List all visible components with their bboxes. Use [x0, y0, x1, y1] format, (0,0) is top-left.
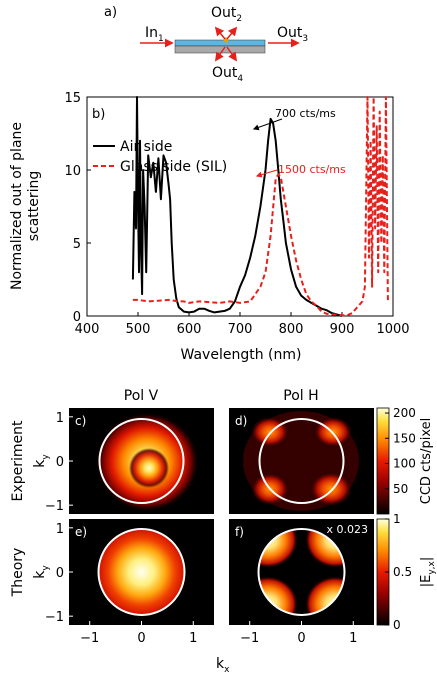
row-title-theory: Theory [10, 548, 26, 598]
heatmap-y-tick-label: −1 [45, 499, 64, 514]
na-circle-e [97, 528, 186, 616]
colorbar-tick-label: 100 [393, 457, 416, 471]
heatmap-x-tick-label: 1 [189, 631, 197, 646]
series-group [131, 96, 389, 317]
colorbar-tick-label: 1 [393, 512, 401, 526]
tick-group: 400 500 600 700 800 900 1000 0 5 10 15 [64, 91, 409, 337]
colorbar-tick-label: 50 [393, 482, 408, 496]
legend-label-glass: Glass side (SIL) [120, 159, 227, 175]
heatmap-grid: Pol V Pol H Experiment Theory c) [10, 388, 437, 675]
heatmap-y-axis-label-top: ky [32, 454, 51, 468]
na-circle-f [257, 528, 346, 616]
x-tick-label: 700 [228, 322, 253, 337]
panel-c-label: c) [75, 414, 86, 428]
heatmap-y-tick-label: −1 [45, 610, 64, 625]
colorbar-theory-ticks: 10.50 [385, 512, 412, 632]
x-axis-label: Wavelength (nm) [181, 347, 302, 363]
panel-e-label: e) [75, 525, 87, 539]
heatmap-panel-c: c) [69, 408, 214, 514]
colorbar-experiment-gradient [376, 407, 390, 515]
out4-label: Out4 [212, 65, 243, 84]
x-tick-label: 800 [279, 322, 304, 337]
colorbar-tick-label: 0.5 [393, 565, 412, 579]
colorbar-experiment-label: CCD cts/pixel [419, 418, 434, 504]
row-title-experiment: Experiment [10, 420, 26, 501]
x-tick-label: 500 [126, 322, 151, 337]
y-tick-label: 15 [64, 91, 81, 106]
heatmap-x-tick-label: −1 [80, 631, 99, 646]
x-tick-label: 1000 [376, 322, 409, 337]
out4-arrow-right [226, 46, 238, 62]
out2-label: Out2 [211, 5, 242, 24]
annotation-glass-arrow [255, 169, 278, 178]
heatmap-x-axis-label: kx [216, 656, 230, 675]
colorbar-theory: 10.50 |Ey,x| [376, 512, 437, 632]
colorbar-tick-label: 0 [393, 618, 401, 632]
colorbar-theory-label: |Ey,x| [419, 557, 437, 588]
annotation-air-counts: 700 cts/ms [275, 107, 336, 120]
legend-label-air: Air side [120, 139, 172, 155]
colorbar-experiment-ticks: 200 150 100 50 [385, 406, 416, 496]
annotation-air-arrow [252, 118, 283, 131]
series-line-glass-side [132, 96, 389, 317]
colorbar-tick-label: 200 [393, 406, 416, 420]
panel-a-label: a) [104, 5, 117, 20]
colorbar-experiment: 200 150 100 50 CCD cts/pixel [376, 406, 434, 515]
annotation-glass-counts: 1500 cts/ms [278, 163, 346, 176]
panel-b-label: b) [92, 107, 105, 122]
out3-label: Out3 [277, 25, 308, 44]
column-title-pol-v: Pol V [124, 388, 159, 404]
x-tick-label: 600 [177, 322, 202, 337]
x-tick-label: 400 [75, 322, 100, 337]
heatmap-panel-f: f) x 0.023 [229, 519, 374, 625]
panel-a-schematic: a) In1 Out2 Out3 Out4 [104, 5, 308, 84]
colorbar-tick-label: 150 [393, 431, 416, 445]
y-tick-label: 0 [73, 310, 81, 325]
legend: Air side Glass side (SIL) [93, 139, 227, 175]
heatmap-panel-d: d) [229, 408, 374, 514]
spectrum-chart: 400 500 600 700 800 900 1000 0 5 10 15 b) Air side… [9, 91, 410, 363]
in1-label: In1 [145, 25, 164, 44]
x-tick-label: 900 [330, 322, 355, 337]
heatmap-y-tick-label: 0 [56, 566, 64, 581]
heatmap-x-tick-label: −1 [240, 631, 259, 646]
column-title-pol-h: Pol H [283, 388, 318, 404]
heatmap-x-tick-label: 0 [297, 631, 305, 646]
series-line-air-side [131, 96, 343, 317]
substrate-layer [174, 45, 266, 54]
out2-arrow-right [226, 26, 238, 40]
out2-arrow-left [214, 26, 226, 40]
heatmap-y-tick-label: 0 [56, 455, 64, 470]
y-axis-label-line1: Normalized out of plane [9, 122, 25, 290]
out4-arrow-left [214, 46, 226, 62]
heatmap-tick-group: −1 0 1 −1 0 1 1 0 −1 1 0 −1 [45, 411, 358, 646]
heatmap-x-tick-label: 0 [137, 631, 145, 646]
heatmap-y-axis-label-bottom: ky [32, 565, 51, 579]
heatmap-c-hotspot [129, 448, 169, 488]
heatmap-x-tick-label: 1 [349, 631, 357, 646]
plot-frame [86, 96, 394, 317]
y-tick-label: 5 [73, 237, 81, 252]
panel-f-label: f) [235, 525, 244, 539]
heatmap-e-intensity [98, 529, 185, 615]
panel-f-scale-note: x 0.023 [327, 523, 369, 536]
heatmap-y-tick-label: 1 [56, 522, 64, 537]
heatmap-panel-e: e) [69, 519, 214, 625]
heatmap-y-tick-label: 1 [56, 411, 64, 426]
na-circle-c [98, 418, 185, 504]
na-circle-d [258, 418, 345, 504]
panel-d-label: d) [235, 414, 247, 428]
film-layer [174, 39, 266, 47]
y-axis-label-line2: scattering [26, 171, 42, 242]
y-tick-label: 10 [64, 164, 81, 179]
